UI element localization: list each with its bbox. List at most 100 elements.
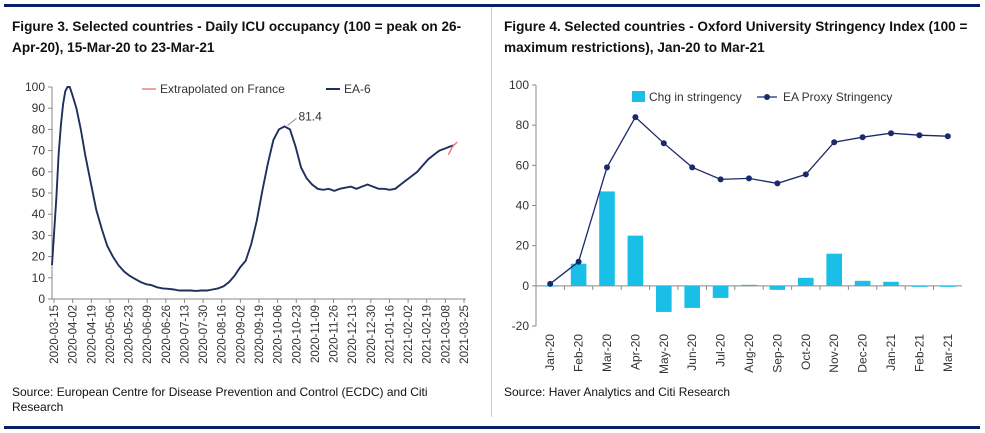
x-tick-label: Apr-20 <box>628 334 642 370</box>
x-tick-label: 2020-11-26 <box>329 305 341 363</box>
x-tick-label: 2021-02-19 <box>422 305 434 364</box>
panel-divider <box>491 7 492 417</box>
y-tick-label: 30 <box>32 228 46 242</box>
y-tick-label: 100 <box>509 78 529 92</box>
legend-label-chg-in-stringency: Chg in stringency <box>649 90 742 104</box>
y-tick-label: 70 <box>32 144 46 158</box>
figure-3-panel: Figure 3. Selected countries - Daily ICU… <box>4 7 488 417</box>
bar-dec-20 <box>854 280 871 286</box>
line-point-jan-21 <box>888 130 894 137</box>
x-tick-label: Feb-21 <box>912 334 926 372</box>
x-tick-label: Jan-20 <box>543 334 557 371</box>
y-tick-label: 20 <box>32 250 46 264</box>
x-tick-label: 2021-03-25 <box>459 305 471 364</box>
x-tick-label: 2021-02-02 <box>403 305 415 364</box>
line-point-jun-20 <box>689 164 696 171</box>
bar-jan-21 <box>883 281 899 286</box>
line-point-feb-21 <box>916 132 923 139</box>
x-tick-label: Dec-20 <box>856 334 870 373</box>
bar-jul-20 <box>712 285 729 298</box>
x-tick-label: 2020-05-06 <box>105 305 117 364</box>
annotation-leader <box>287 118 297 126</box>
x-tick-label: Jul-20 <box>714 334 728 367</box>
x-tick-label: 2020-10-23 <box>291 305 303 364</box>
x-tick-label: Jun-20 <box>685 334 699 371</box>
x-tick-label: Oct-20 <box>799 334 813 370</box>
x-tick-label: 2020-03-15 <box>49 305 61 364</box>
figure-3-title: Figure 3. Selected countries - Daily ICU… <box>12 19 462 55</box>
line-point-jul-20 <box>717 176 724 183</box>
x-tick-label: 2020-09-19 <box>254 305 266 364</box>
y-tick-label: 40 <box>516 199 530 213</box>
figure-4-panel: Figure 4. Selected countries - Oxford Un… <box>496 7 980 417</box>
x-tick-label: Feb-20 <box>572 334 586 372</box>
x-tick-label: 2020-05-23 <box>124 305 136 364</box>
x-tick-label: 2020-11-09 <box>310 305 322 363</box>
y-tick-label: 10 <box>32 271 46 285</box>
y-tick-label: 60 <box>32 165 46 179</box>
x-tick-label: 2020-12-13 <box>347 305 359 364</box>
line-point-may-20 <box>660 140 667 147</box>
y-tick-label: 90 <box>32 101 46 115</box>
y-tick-label: 0 <box>522 279 529 293</box>
x-tick-label: 2020-07-30 <box>198 305 210 364</box>
bar-nov-20 <box>826 253 843 286</box>
series-line-ea-6 <box>51 86 455 292</box>
figure-4-source: Source: Haver Analytics and Citi Researc… <box>504 385 731 399</box>
y-tick-label: 0 <box>38 292 45 306</box>
bar-sep-20 <box>769 285 786 290</box>
bar-mar-21 <box>939 285 956 287</box>
x-tick-label: Jan-21 <box>884 334 898 371</box>
line-point-feb-20 <box>575 258 582 265</box>
x-tick-label: 2020-09-02 <box>235 305 247 364</box>
line-point-nov-20 <box>831 139 838 146</box>
y-tick-label: -20 <box>512 319 530 333</box>
line-point-aug-20 <box>746 175 752 182</box>
bar-may-20 <box>655 285 672 312</box>
x-tick-label: May-20 <box>657 334 671 374</box>
y-tick-label: 80 <box>32 122 46 136</box>
bar-mar-20 <box>599 191 615 286</box>
x-tick-label: 2021-03-08 <box>440 305 452 364</box>
x-tick-label: 2020-04-19 <box>86 305 98 364</box>
report-frame <box>4 4 980 429</box>
x-tick-label: 2020-12-30 <box>366 305 378 364</box>
line-point-oct-20 <box>802 171 809 178</box>
x-tick-label: Nov-20 <box>827 334 841 373</box>
bar-jun-20 <box>684 285 701 308</box>
line-point-mar-20 <box>604 164 610 171</box>
annotation-peak-label: 81.4 <box>298 109 322 123</box>
bar-aug-20 <box>741 284 757 286</box>
figure-4-title: Figure 4. Selected countries - Oxford Un… <box>504 19 968 55</box>
legend-label-ea-proxy-stringency: EA Proxy Stringency <box>783 90 892 104</box>
legend-swatch-chg-in-stringency <box>632 91 645 102</box>
legend-label-ea6: EA-6 <box>344 82 371 96</box>
legend-label-extrapolated: Extrapolated on France <box>160 82 285 96</box>
line-point-apr-20 <box>632 114 639 121</box>
x-tick-label: Mar-21 <box>941 334 955 372</box>
line-point-mar-21 <box>944 133 951 140</box>
x-tick-label: 2020-08-16 <box>217 305 229 364</box>
line-point-dec-20 <box>859 134 866 141</box>
legend-swatch-dot-ea-proxy <box>764 94 770 100</box>
x-tick-label: Sep-20 <box>770 334 784 373</box>
figure-3-chart: 0 10 20 30 40 50 60 70 80 90 100 2020-03-15 2020-04-… <box>25 80 471 364</box>
x-tick-label: Aug-20 <box>742 334 756 373</box>
y-tick-label: 80 <box>516 118 530 132</box>
y-tick-label: 100 <box>25 80 45 94</box>
x-tick-label: 2021-01-16 <box>384 305 396 364</box>
x-tick-label: Mar-20 <box>600 334 614 372</box>
x-tick-label: 2020-10-06 <box>273 305 285 364</box>
y-tick-label: 20 <box>516 239 530 253</box>
bar-feb-21 <box>911 285 928 287</box>
line-point-sep-20 <box>774 180 781 187</box>
y-tick-label: 40 <box>32 207 46 221</box>
x-tick-label: 2020-06-09 <box>142 305 154 364</box>
y-tick-label: 50 <box>32 186 46 200</box>
y-tick-label: 60 <box>516 158 530 172</box>
line-point-jan-20 <box>547 280 554 287</box>
x-tick-label: 2020-06-26 <box>161 305 173 364</box>
x-tick-label: 2020-04-02 <box>68 305 80 364</box>
bar-oct-20 <box>797 277 814 286</box>
bar-apr-20 <box>627 235 644 286</box>
